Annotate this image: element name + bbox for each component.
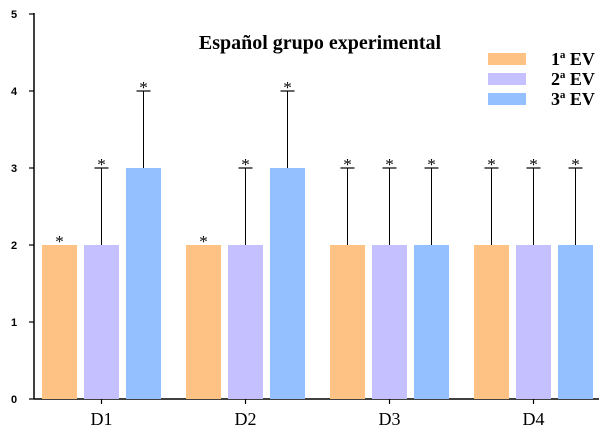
significance-marker: *	[427, 155, 436, 174]
legend-label: 1ª EV	[551, 49, 595, 69]
bar	[516, 245, 551, 399]
significance-marker: *	[241, 155, 250, 174]
y-tick-label: 5	[11, 9, 17, 21]
significance-marker: *	[283, 78, 292, 97]
y-tick-label: 3	[11, 163, 17, 175]
significance-marker: *	[343, 155, 352, 174]
significance-marker: *	[529, 155, 538, 174]
significance-marker: *	[571, 155, 580, 174]
bar	[372, 245, 407, 399]
significance-marker: *	[385, 155, 394, 174]
bar	[558, 245, 593, 399]
bar	[186, 245, 221, 399]
bar	[126, 168, 161, 399]
y-tick-label: 1	[11, 317, 17, 329]
x-tick-label: D4	[523, 409, 545, 429]
y-tick-label: 2	[11, 240, 17, 252]
y-tick-label: 0	[11, 394, 17, 406]
bar	[228, 245, 263, 399]
bar	[270, 168, 305, 399]
y-tick-label: 4	[11, 86, 18, 98]
legend-swatch	[488, 73, 526, 85]
x-tick-label: D2	[235, 409, 257, 429]
legend-label: 3ª EV	[551, 89, 595, 109]
bars	[42, 168, 593, 399]
significance-marker: *	[97, 155, 106, 174]
bar	[474, 245, 509, 399]
legend-swatch	[488, 53, 526, 65]
bar	[84, 245, 119, 399]
significance-marker: *	[487, 155, 496, 174]
legend-swatch	[488, 93, 526, 105]
significance-marker: *	[55, 232, 64, 251]
bar	[42, 245, 77, 399]
chart-title: Español grupo experimental	[199, 32, 442, 54]
significance-marker: *	[139, 78, 148, 97]
x-tick-label: D3	[379, 409, 401, 429]
bar	[414, 245, 449, 399]
x-tick-label: D1	[91, 409, 113, 429]
significance-marker: *	[199, 232, 208, 251]
legend-label: 2ª EV	[551, 69, 595, 89]
error-bars	[94, 90, 583, 245]
bar	[330, 245, 365, 399]
significance-markers: * * * * * * * * * * * *	[55, 78, 580, 251]
